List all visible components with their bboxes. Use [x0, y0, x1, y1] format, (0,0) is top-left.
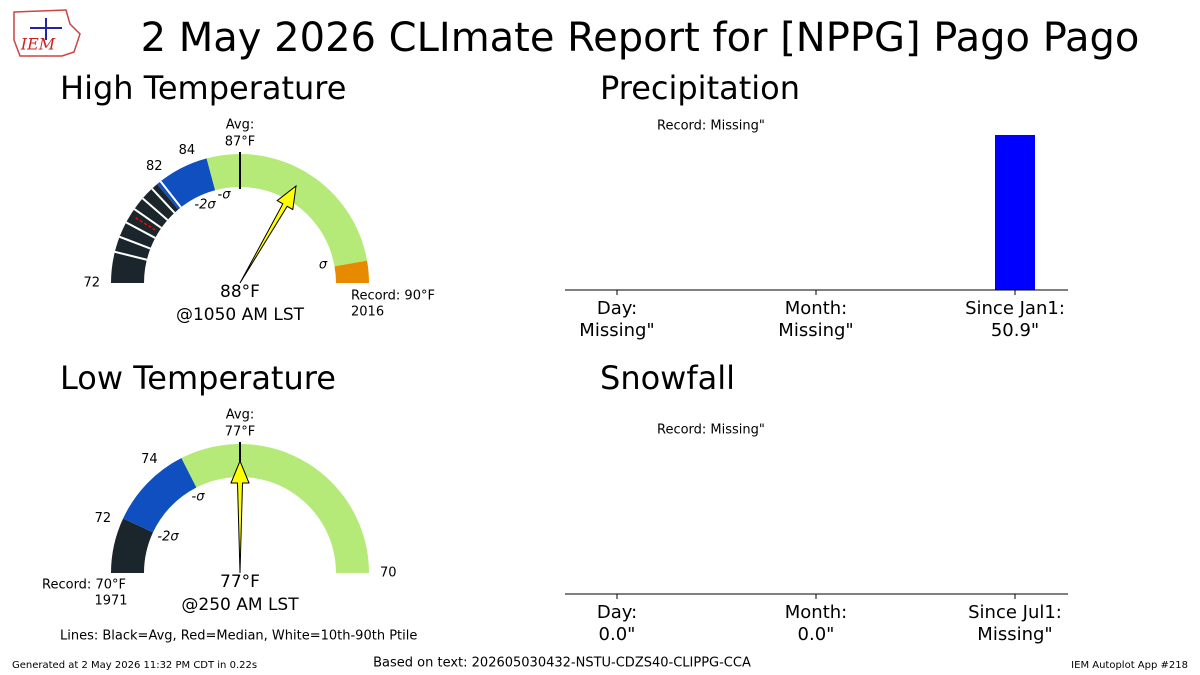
sigma-label: σ: [319, 258, 328, 273]
gauge-band: [111, 518, 153, 573]
time-label: @1050 AM LST: [176, 305, 305, 325]
value-label: 77°F: [220, 572, 260, 592]
ptile-line: [141, 197, 169, 221]
sigma-label: -2σ: [194, 198, 216, 213]
gauge-tick-label: 74: [141, 452, 158, 467]
avg-caption: Avg:: [226, 118, 254, 133]
logo: IEM: [13, 9, 81, 57]
sigma-label: -σ: [192, 490, 206, 505]
value-label: 0.0": [599, 624, 636, 645]
sigma-label: -2σ: [157, 530, 179, 545]
value-label: Missing": [977, 624, 1052, 645]
record-label: Record: 70°F: [42, 578, 126, 593]
value-label: 0.0": [798, 624, 835, 645]
record-label: Record: 90°F: [351, 289, 435, 304]
x-tick-label: Month:: [785, 602, 847, 623]
chart-title: Precipitation: [600, 69, 800, 107]
gauge-title: Low Temperature: [60, 359, 336, 397]
sigma-label: -σ: [218, 188, 232, 203]
median-line: [133, 216, 156, 231]
time-label: @250 AM LST: [181, 595, 299, 615]
gauge-band: [206, 154, 368, 267]
ptile-line: [151, 187, 176, 214]
gauge-tick-label: 72: [83, 276, 100, 291]
ptile-line: [133, 208, 162, 229]
record-year: 1971: [94, 594, 127, 609]
gauge-tick-label: 82: [146, 159, 163, 174]
gauge-band: [181, 444, 369, 573]
footer-center: Based on text: 202605030432-NSTU-CDZS40-…: [373, 656, 751, 671]
page-title: 2 May 2026 CLImate Report for [NPPG] Pag…: [141, 15, 1140, 61]
footer-left: Generated at 2 May 2026 11:32 PM CDT in …: [12, 660, 257, 671]
gauge-band: [334, 260, 369, 283]
value-label: Missing": [579, 320, 654, 341]
logo-text: IEM: [20, 35, 56, 54]
avg-label: 87°F: [225, 135, 256, 150]
x-tick-label: Day:: [597, 298, 637, 319]
x-tick-label: Month:: [785, 298, 847, 319]
value-label: 88°F: [220, 282, 260, 302]
annotation: Record: Missing": [657, 119, 765, 134]
footer-right: IEM Autoplot App #218: [1071, 660, 1188, 671]
ptile-line: [114, 250, 148, 261]
gauge-band: [123, 458, 197, 533]
gauge-tick-label: 70: [380, 566, 397, 581]
note: Lines: Black=Avg, Red=Median, White=10th…: [60, 629, 417, 644]
x-tick-label: Since Jul1:: [968, 602, 1062, 623]
needle: [230, 459, 250, 574]
chart-title: Snowfall: [600, 359, 735, 397]
gauge-tick-label: 72: [95, 511, 112, 526]
gauge-tick-label: 84: [179, 143, 196, 158]
gauge-band: [111, 184, 179, 283]
value-label: 50.9": [991, 320, 1039, 341]
annotation: Record: Missing": [657, 423, 765, 438]
ptile-line: [119, 235, 151, 250]
avg-label: 77°F: [225, 425, 256, 440]
x-tick-label: Day:: [597, 602, 637, 623]
needle: [239, 184, 297, 284]
gauge-title: High Temperature: [60, 69, 346, 107]
value-label: Missing": [778, 320, 853, 341]
x-tick-label: Since Jan1:: [965, 298, 1065, 319]
avg-caption: Avg:: [226, 408, 254, 423]
record-year: 2016: [351, 305, 384, 320]
ptile-line: [125, 221, 156, 239]
ptile-line: [159, 180, 182, 208]
bar: [995, 135, 1035, 290]
